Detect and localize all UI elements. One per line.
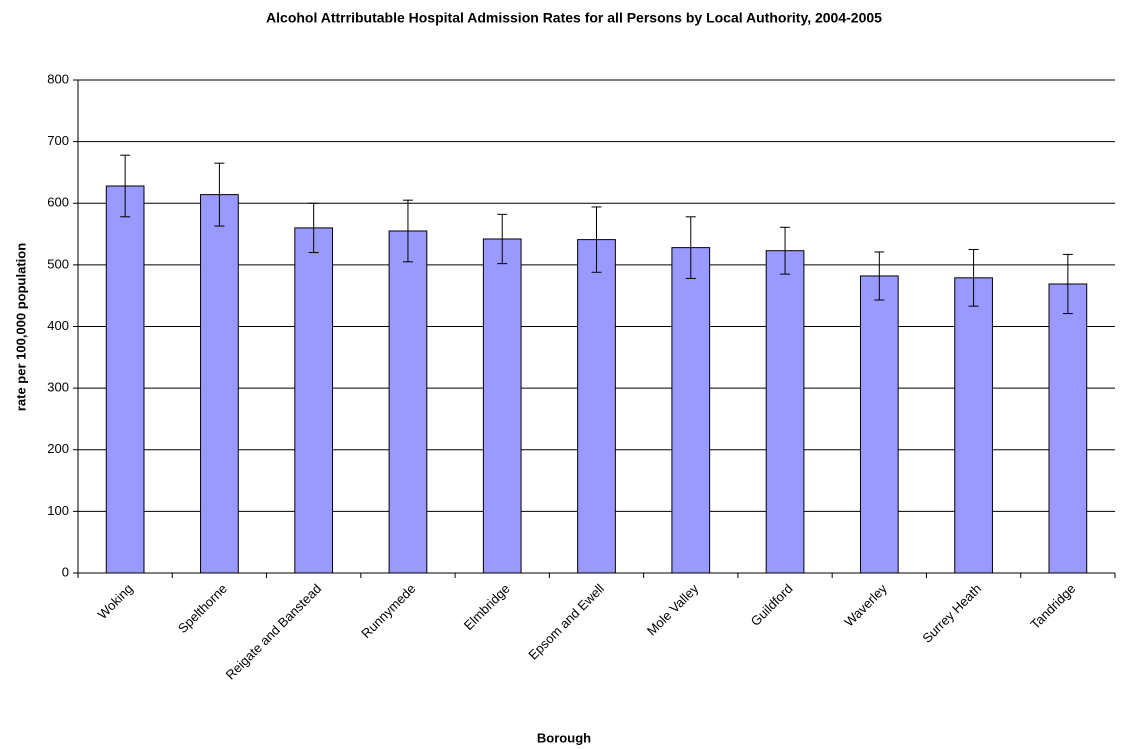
bar	[388, 230, 428, 574]
bar	[105, 185, 145, 574]
y-tick-label: 400	[47, 318, 69, 333]
bar	[577, 239, 616, 574]
y-axis-title: rate per 100,000 population	[13, 243, 28, 411]
bar	[765, 250, 805, 574]
bar	[482, 238, 522, 574]
bar	[200, 194, 239, 574]
bar	[294, 227, 334, 574]
bar	[671, 247, 711, 574]
y-tick-label: 0	[62, 564, 69, 579]
chart-title: Alcohol Attrributable Hospital Admission…	[266, 10, 882, 26]
bar	[1048, 283, 1088, 574]
y-tick-label: 200	[47, 441, 69, 456]
x-axis-title: Borough	[537, 730, 591, 745]
y-tick-label: 500	[47, 256, 69, 271]
y-tick-label: 100	[47, 503, 69, 518]
bar	[859, 275, 899, 574]
y-tick-label: 600	[47, 195, 69, 210]
bar	[954, 277, 993, 574]
y-tick-label: 700	[47, 133, 69, 148]
y-tick-label: 800	[47, 71, 69, 86]
y-tick-label: 300	[47, 380, 69, 395]
